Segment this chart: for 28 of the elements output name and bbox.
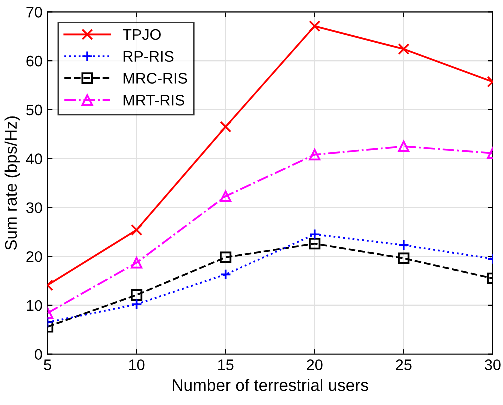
y-tick-label: 20 xyxy=(26,251,42,262)
point xyxy=(309,228,321,240)
y-tick-label: 40 xyxy=(26,154,42,165)
point xyxy=(220,121,232,133)
point xyxy=(220,252,232,264)
y-tick-label: 0 xyxy=(35,349,42,360)
y-tick-label: 60 xyxy=(26,56,42,67)
legend-label: MRT-RIS xyxy=(124,95,184,106)
x-tick-label: 25 xyxy=(396,360,412,370)
x-axis-title: Number of terrestrial users xyxy=(173,379,368,392)
y-tick-label: 50 xyxy=(26,104,42,116)
x-tick-label: 20 xyxy=(307,360,323,370)
point xyxy=(220,268,232,280)
x-tick-label: 30 xyxy=(485,360,501,370)
x-tick-label: 5 xyxy=(44,360,52,370)
x-tick-label: 10 xyxy=(129,360,145,370)
point xyxy=(309,149,321,161)
legend-label: TPJO xyxy=(122,29,161,40)
y-tick-label: 10 xyxy=(27,300,42,312)
y-axis-title: Sum rate (bps/Hz) xyxy=(4,116,20,250)
legend-label: MRC-RIS xyxy=(124,73,188,84)
point xyxy=(309,238,321,250)
y-tick-label: 70 xyxy=(26,7,42,18)
y-tick-label: 30 xyxy=(26,202,42,214)
x-tick-label: 15 xyxy=(218,360,234,370)
point xyxy=(220,190,232,202)
point xyxy=(309,20,321,32)
legend-label: RP-RIS xyxy=(124,51,174,62)
